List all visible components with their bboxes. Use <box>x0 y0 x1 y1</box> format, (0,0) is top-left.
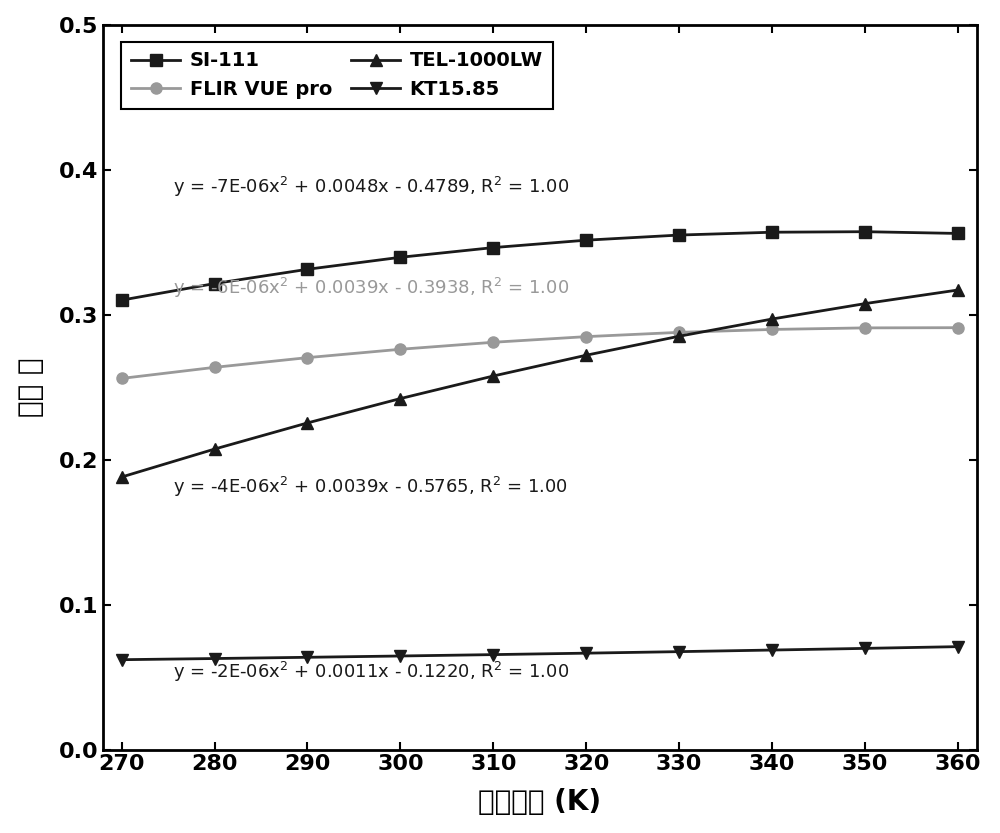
FLIR VUE pro <box>766 324 778 334</box>
KT15.85 <box>673 646 685 656</box>
SI-111 <box>859 227 871 237</box>
KT15.85 <box>487 650 499 660</box>
FLIR VUE pro <box>301 352 313 362</box>
TEL-1000LW <box>580 350 592 360</box>
KT15.85 <box>301 652 313 662</box>
X-axis label: 亮度温度 (K): 亮度温度 (K) <box>478 788 601 816</box>
FLIR VUE pro <box>859 323 871 333</box>
TEL-1000LW <box>952 285 964 295</box>
KT15.85 <box>209 654 221 664</box>
TEL-1000LW <box>209 444 221 454</box>
TEL-1000LW <box>766 314 778 324</box>
TEL-1000LW <box>487 371 499 381</box>
FLIR VUE pro <box>209 362 221 372</box>
Line: SI-111: SI-111 <box>116 226 964 306</box>
TEL-1000LW <box>394 393 406 403</box>
KT15.85 <box>859 643 871 653</box>
FLIR VUE pro <box>580 332 592 342</box>
SI-111 <box>394 252 406 262</box>
SI-111 <box>766 227 778 237</box>
FLIR VUE pro <box>673 327 685 337</box>
Line: TEL-1000LW: TEL-1000LW <box>116 284 964 482</box>
KT15.85 <box>952 641 964 651</box>
SI-111 <box>580 235 592 245</box>
Text: y = -4E-06x$^{2}$ + 0.0039x - 0.5765, R$^{2}$ = 1.00: y = -4E-06x$^{2}$ + 0.0039x - 0.5765, R$… <box>173 476 568 500</box>
Text: y = -6E-06x$^{2}$ + 0.0039x - 0.3938, R$^{2}$ = 1.00: y = -6E-06x$^{2}$ + 0.0039x - 0.3938, R$… <box>173 276 569 300</box>
SI-111 <box>209 278 221 288</box>
Legend: SI-111, FLIR VUE pro, TEL-1000LW, KT15.85: SI-111, FLIR VUE pro, TEL-1000LW, KT15.8… <box>121 42 553 109</box>
SI-111 <box>301 264 313 274</box>
SI-111 <box>116 295 128 305</box>
KT15.85 <box>116 655 128 665</box>
Line: KT15.85: KT15.85 <box>116 641 964 666</box>
KT15.85 <box>766 645 778 655</box>
KT15.85 <box>580 648 592 658</box>
TEL-1000LW <box>673 332 685 342</box>
Text: y = -2E-06x$^{2}$ + 0.0011x - 0.1220, R$^{2}$ = 1.00: y = -2E-06x$^{2}$ + 0.0011x - 0.1220, R$… <box>173 661 569 685</box>
FLIR VUE pro <box>394 344 406 354</box>
TEL-1000LW <box>301 418 313 428</box>
KT15.85 <box>394 651 406 661</box>
FLIR VUE pro <box>116 373 128 383</box>
FLIR VUE pro <box>487 337 499 347</box>
SI-111 <box>487 242 499 252</box>
Line: FLIR VUE pro: FLIR VUE pro <box>116 322 964 384</box>
FLIR VUE pro <box>952 322 964 332</box>
TEL-1000LW <box>116 472 128 482</box>
SI-111 <box>952 228 964 238</box>
SI-111 <box>673 230 685 240</box>
Y-axis label: 比例 ｂ: 比例 ｂ <box>17 357 45 416</box>
Text: y = -7E-06x$^{2}$ + 0.0048x - 0.4789, R$^{2}$ = 1.00: y = -7E-06x$^{2}$ + 0.0048x - 0.4789, R$… <box>173 175 569 198</box>
TEL-1000LW <box>859 298 871 308</box>
